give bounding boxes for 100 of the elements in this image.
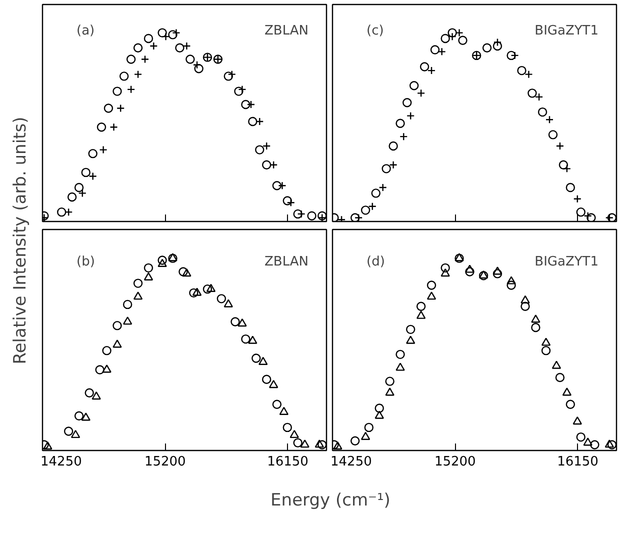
- point: [307, 211, 316, 220]
- point: [74, 182, 84, 192]
- point: [172, 28, 180, 37]
- point: [556, 142, 564, 150]
- point: [607, 213, 616, 222]
- point: [241, 100, 250, 110]
- annotation: BIGaZYT1: [534, 24, 599, 38]
- point: [278, 182, 286, 190]
- point: [110, 123, 118, 132]
- point: [224, 72, 233, 81]
- point: [104, 104, 114, 113]
- point: [562, 164, 572, 173]
- point: [246, 100, 256, 109]
- point: [186, 54, 195, 64]
- point: [524, 70, 533, 78]
- point: [455, 28, 464, 37]
- x-axis-title: Energy (cm⁻¹): [270, 490, 390, 510]
- point: [566, 182, 576, 192]
- point: [248, 116, 258, 126]
- point: [448, 28, 457, 38]
- x-tick-label: 16150: [267, 454, 308, 470]
- point: [88, 172, 97, 180]
- x-tick-label: 15200: [144, 454, 186, 470]
- point: [318, 214, 326, 222]
- point: [545, 116, 554, 124]
- point: [238, 85, 246, 94]
- point: [158, 28, 167, 38]
- point: [605, 214, 614, 222]
- x-tick-label: 16150: [557, 454, 598, 470]
- point: [573, 194, 582, 203]
- point: [371, 188, 380, 198]
- point: [576, 207, 586, 217]
- point: [99, 146, 108, 154]
- point: [81, 168, 90, 178]
- point: [528, 88, 537, 98]
- point: [388, 141, 398, 151]
- x-tick-label: 14250: [330, 454, 372, 470]
- x-tick-label: 15200: [434, 454, 476, 470]
- point: [140, 55, 150, 64]
- annotation: (a): [76, 24, 95, 38]
- point: [318, 211, 326, 220]
- point: [116, 104, 125, 112]
- point: [534, 92, 544, 102]
- point: [510, 51, 519, 60]
- point: [400, 132, 408, 141]
- point: [350, 213, 360, 222]
- point: [406, 112, 415, 120]
- point: [586, 213, 596, 222]
- point: [262, 160, 272, 170]
- point: [538, 107, 548, 117]
- point: [133, 43, 143, 52]
- point: [420, 62, 430, 72]
- point: [182, 42, 191, 50]
- point: [293, 209, 302, 219]
- point: [168, 30, 178, 40]
- annotation: ZBLAN: [264, 254, 308, 270]
- point: [175, 43, 184, 52]
- point: [440, 34, 450, 44]
- point: [88, 148, 98, 158]
- point: [96, 122, 106, 132]
- annotation: (b): [76, 254, 95, 270]
- annotation: ZBLAN: [264, 24, 308, 38]
- point: [517, 66, 526, 76]
- point: [119, 72, 129, 81]
- point: [492, 41, 502, 51]
- point: [126, 54, 136, 64]
- point: [396, 118, 405, 128]
- point: [409, 81, 419, 90]
- point: [112, 86, 122, 96]
- point: [297, 210, 306, 218]
- point: [234, 86, 244, 96]
- point: [548, 130, 558, 140]
- point: [416, 89, 426, 98]
- point: [558, 160, 568, 170]
- x-tick-label: 14250: [40, 454, 82, 470]
- point: [448, 32, 456, 41]
- point: [493, 38, 502, 46]
- point: [458, 36, 468, 45]
- point: [192, 60, 202, 69]
- point: [144, 34, 154, 44]
- point: [67, 192, 77, 202]
- point: [134, 70, 142, 78]
- point: [78, 189, 86, 198]
- point: [57, 207, 66, 217]
- point: [482, 43, 492, 52]
- point: [506, 50, 516, 60]
- point: [282, 196, 292, 206]
- point: [378, 183, 387, 192]
- point: [427, 66, 436, 75]
- point: [584, 212, 592, 220]
- point: [126, 85, 136, 94]
- point: [286, 198, 295, 207]
- point: [430, 45, 440, 54]
- point: [354, 214, 363, 222]
- annotation: (c): [366, 24, 384, 38]
- point: [438, 48, 446, 56]
- annotation: (d): [366, 254, 385, 270]
- point: [402, 98, 412, 108]
- point: [194, 64, 204, 74]
- point: [228, 70, 236, 78]
